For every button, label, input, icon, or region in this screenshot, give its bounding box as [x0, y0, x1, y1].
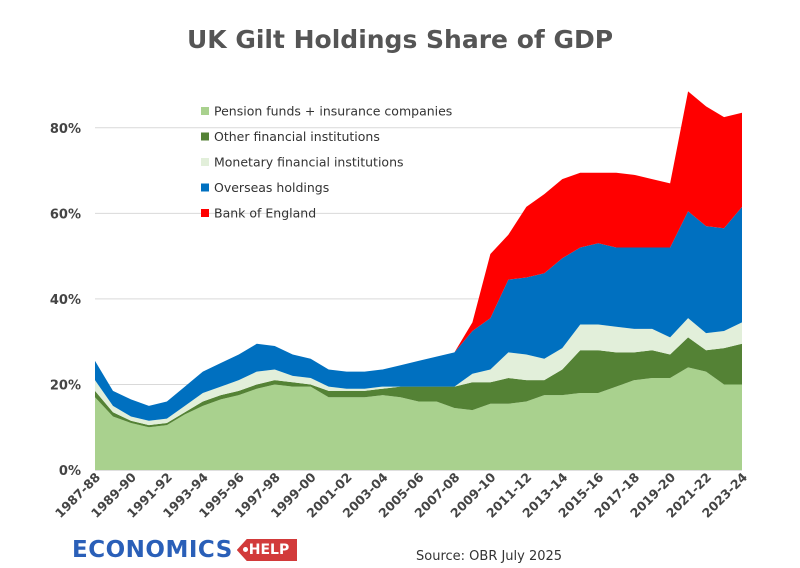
area-monetary-financial-institutions [95, 318, 742, 426]
y-tick-label: 0% [59, 464, 81, 479]
chart-title: UK Gilt Holdings Share of GDP [187, 25, 613, 54]
logo-word: ECONOMICS [72, 537, 233, 563]
legend-label: Overseas holdings [214, 180, 329, 195]
area-series [95, 91, 742, 470]
y-tick-label: 80% [50, 122, 81, 137]
y-tick-label: 60% [50, 207, 81, 222]
economics-help-logo: ECONOMICS HELP [72, 535, 298, 565]
legend-swatch [201, 209, 209, 217]
y-tick-label: 20% [50, 378, 81, 393]
logo-tag: HELP [236, 539, 298, 561]
legend-swatch [201, 107, 209, 115]
x-axis: 1987-881989-901991-921993-941995-961997-… [52, 469, 750, 520]
legend-swatch [201, 158, 209, 166]
legend-label: Other financial institutions [214, 129, 380, 144]
y-axis: 0% 20% 40% 60% 80% [50, 122, 81, 479]
legend-swatch [201, 132, 209, 141]
legend-swatch [201, 183, 209, 192]
area-other-financial-institutions [95, 337, 742, 428]
legend-label: Pension funds + insurance companies [214, 104, 452, 119]
area-overseas-holdings [95, 206, 742, 421]
legend: Pension funds + insurance companies Other… [201, 104, 452, 221]
y-tick-label: 40% [50, 293, 81, 308]
legend-label: Monetary financial institutions [214, 155, 404, 170]
source-note: Source: OBR July 2025 [416, 549, 562, 564]
legend-label: Bank of England [214, 206, 316, 221]
